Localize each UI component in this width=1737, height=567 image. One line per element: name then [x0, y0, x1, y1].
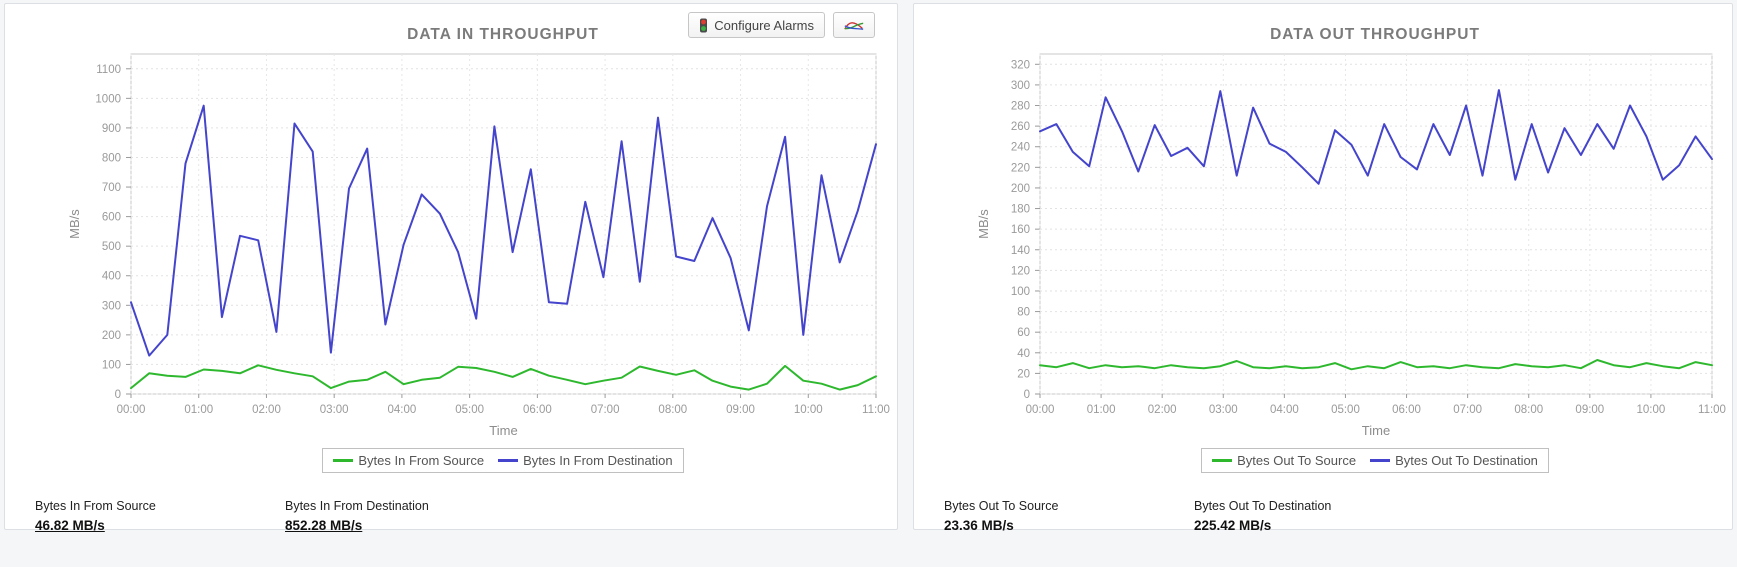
svg-text:01:00: 01:00: [1087, 404, 1116, 416]
legend-item-bytes-out-to-destination[interactable]: Bytes Out To Destination: [1370, 453, 1538, 468]
svg-text:500: 500: [102, 241, 121, 253]
svg-text:03:00: 03:00: [320, 404, 349, 416]
svg-text:260: 260: [1011, 121, 1030, 133]
stat-value: 225.42 MB/s: [1194, 518, 1272, 533]
data-in-chart-title: DATA IN THROUGHPUT: [407, 26, 599, 43]
svg-text:300: 300: [1011, 80, 1030, 92]
svg-text:06:00: 06:00: [523, 404, 552, 416]
svg-text:01:00: 01:00: [184, 404, 213, 416]
svg-text:06:00: 06:00: [1392, 404, 1421, 416]
svg-text:900: 900: [102, 123, 121, 135]
svg-text:100: 100: [1011, 286, 1030, 298]
data-in-legend: Bytes In From Source Bytes In From Desti…: [57, 448, 949, 473]
svg-text:0: 0: [115, 389, 121, 401]
svg-text:07:00: 07:00: [591, 404, 620, 416]
svg-text:200: 200: [102, 330, 121, 342]
svg-text:400: 400: [102, 271, 121, 283]
green-line-swatch: [1212, 459, 1233, 462]
green-line-swatch: [333, 459, 354, 462]
svg-text:20: 20: [1017, 368, 1030, 380]
chart-settings-button[interactable]: [833, 12, 875, 38]
svg-text:120: 120: [1011, 265, 1030, 277]
blue-line-swatch: [1370, 459, 1391, 462]
traffic-light-icon: [700, 18, 708, 32]
svg-text:0: 0: [1024, 389, 1030, 401]
svg-text:1000: 1000: [95, 93, 121, 105]
data-in-panel: Configure Alarms DATA IN THROUGHPUT 0 100…: [4, 3, 898, 533]
svg-text:10:00: 10:00: [1637, 404, 1666, 416]
svg-text:11:00: 11:00: [1698, 404, 1726, 416]
svg-text:07:00: 07:00: [1453, 404, 1482, 416]
svg-text:05:00: 05:00: [1331, 404, 1360, 416]
panel-actions: Configure Alarms: [688, 12, 875, 38]
legend-item-bytes-in-from-destination[interactable]: Bytes In From Destination: [498, 453, 673, 468]
svg-text:09:00: 09:00: [1575, 404, 1604, 416]
svg-text:03:00: 03:00: [1209, 404, 1238, 416]
svg-text:05:00: 05:00: [455, 404, 484, 416]
configure-alarms-button[interactable]: Configure Alarms: [688, 12, 825, 38]
configure-alarms-label: Configure Alarms: [714, 17, 814, 33]
svg-text:60: 60: [1017, 327, 1030, 339]
svg-text:MB/s: MB/s: [976, 209, 991, 239]
svg-text:00:00: 00:00: [1026, 404, 1055, 416]
svg-text:04:00: 04:00: [388, 404, 417, 416]
blue-line-swatch: [498, 459, 519, 462]
svg-text:200: 200: [1011, 183, 1030, 195]
stat-value-link[interactable]: 46.82 MB/s: [35, 518, 105, 533]
svg-text:08:00: 08:00: [1514, 404, 1543, 416]
svg-text:320: 320: [1011, 59, 1030, 71]
svg-text:1100: 1100: [96, 64, 121, 76]
data-out-legend: Bytes Out To Source Bytes Out To Destina…: [966, 448, 1737, 473]
svg-text:160: 160: [1011, 224, 1030, 236]
stat-value-link[interactable]: 852.28 MB/s: [285, 518, 363, 533]
svg-text:MB/s: MB/s: [67, 209, 82, 239]
svg-text:00:00: 00:00: [117, 404, 146, 416]
stat-value: 23.36 MB/s: [944, 518, 1014, 533]
data-out-chart-title: DATA OUT THROUGHPUT: [1270, 26, 1480, 43]
svg-text:140: 140: [1011, 245, 1030, 257]
svg-text:Time: Time: [1362, 423, 1390, 438]
data-in-chart: 0 100 200 300 400 500 600 700 800 900 1000 1100 00:0…: [67, 53, 890, 438]
stat-label: Bytes In From Source: [35, 499, 156, 513]
svg-text:280: 280: [1011, 101, 1030, 113]
data-out-chart: 0 20 40 60 80 100 120 140 160 180 200 220 240 260 280 3…: [976, 53, 1726, 438]
svg-text:100: 100: [102, 359, 121, 371]
data-out-stats: Bytes Out To Source 23.36 MB/s Bytes Out…: [944, 499, 1732, 533]
stat-bytes-out-to-source: Bytes Out To Source 23.36 MB/s: [944, 499, 1194, 533]
legend-item-bytes-in-from-source[interactable]: Bytes In From Source: [333, 453, 484, 468]
svg-text:800: 800: [102, 152, 121, 164]
data-out-panel: DATA OUT THROUGHPUT 0 20 40 60 80 100 120 140 16…: [913, 3, 1733, 533]
svg-text:700: 700: [102, 182, 121, 194]
svg-text:11:00: 11:00: [862, 404, 890, 416]
stat-bytes-in-from-destination: Bytes In From Destination 852.28 MB/s: [285, 499, 535, 533]
stat-bytes-out-to-destination: Bytes Out To Destination 225.42 MB/s: [1194, 499, 1444, 533]
line-chart-icon: [844, 22, 864, 30]
svg-text:600: 600: [102, 212, 121, 224]
stat-label: Bytes Out To Destination: [1194, 499, 1332, 513]
svg-text:04:00: 04:00: [1270, 404, 1299, 416]
svg-text:300: 300: [102, 300, 121, 312]
svg-text:10:00: 10:00: [794, 404, 823, 416]
stat-label: Bytes In From Destination: [285, 499, 429, 513]
stat-bytes-in-from-source: Bytes In From Source 46.82 MB/s: [35, 499, 285, 533]
svg-text:02:00: 02:00: [1148, 404, 1177, 416]
svg-text:08:00: 08:00: [658, 404, 687, 416]
svg-text:220: 220: [1011, 162, 1030, 174]
svg-text:80: 80: [1017, 307, 1030, 319]
svg-text:09:00: 09:00: [726, 404, 755, 416]
data-in-stats: Bytes In From Source 46.82 MB/s Bytes In…: [35, 499, 897, 533]
stat-label: Bytes Out To Source: [944, 499, 1059, 513]
svg-text:40: 40: [1017, 348, 1030, 360]
legend-item-bytes-out-to-source[interactable]: Bytes Out To Source: [1212, 453, 1356, 468]
svg-text:240: 240: [1011, 142, 1030, 154]
dashboard: Configure Alarms DATA IN THROUGHPUT 0 100…: [4, 3, 1733, 533]
svg-text:Time: Time: [489, 423, 517, 438]
svg-text:02:00: 02:00: [252, 404, 281, 416]
svg-text:180: 180: [1011, 204, 1030, 216]
